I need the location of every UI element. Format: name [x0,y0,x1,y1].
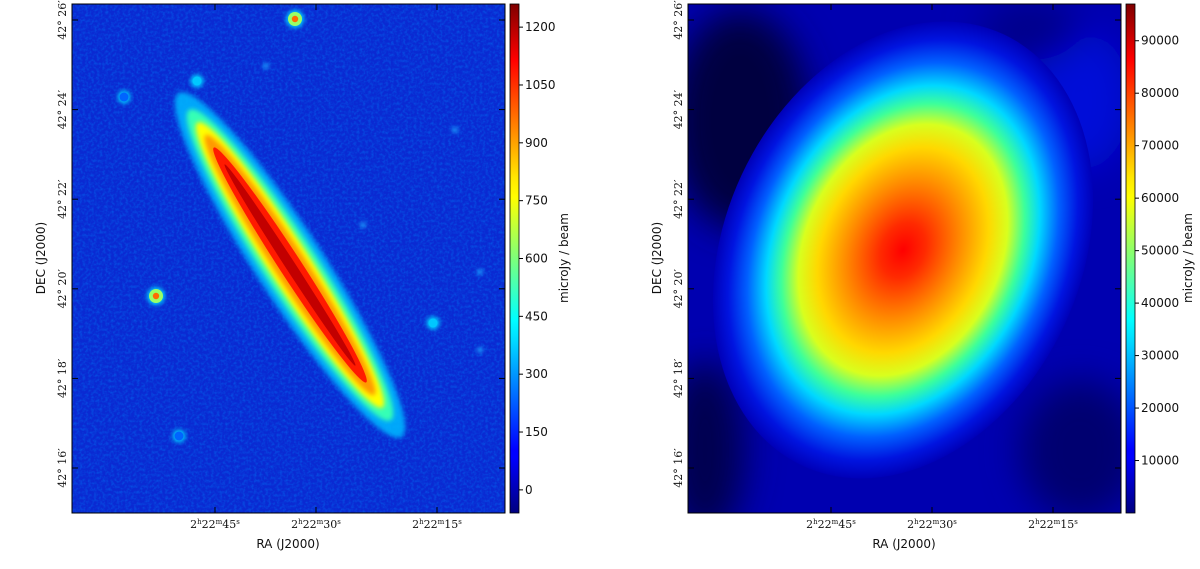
colorbar-tick-label: 900 [525,136,548,150]
extended-source [712,21,1094,479]
left-colorbar [509,3,520,514]
colorbar-tick-label: 300 [525,367,548,381]
right-axis-ticks: 2h22m45s 2h22m30s 2h22m15s 42° 16′ 42° 18′ 42… [672,0,1121,531]
right-image [688,4,1121,513]
y-tick-label: 42° 20′ [672,269,685,309]
left-panel: 2h22m45s 2h22m30s 2h22m15s 42° 16′ 42° 18′ 42… [34,0,571,551]
right-frame [687,3,1122,514]
right-x-axis-label: RA (J2000) [872,537,935,551]
y-tick-label: 42° 18′ [672,358,685,398]
faint-source [477,347,483,353]
faint-source [263,63,269,69]
left-colorbar-ticks: 0 150 300 450 600 750 900 1050 1200 [519,20,556,497]
right-colorbar-label: microJy / beam [1181,213,1195,303]
right-y-axis-label: DEC (J2000) [650,222,664,294]
point-source [174,431,184,441]
left-frame [71,3,506,514]
colorbar-tick-label: 80000 [1141,86,1179,100]
colorbar-tick-label: 30000 [1141,349,1179,363]
y-tick-label: 42° 24′ [56,89,69,129]
x-tick-label: 2h22m45s [806,518,856,531]
y-tick-label: 42° 22′ [56,179,69,219]
x-tick-label: 2h22m45s [190,518,240,531]
y-tick-label: 42° 22′ [672,179,685,219]
x-tick-label: 2h22m30s [291,518,341,531]
x-tick-label: 2h22m30s [907,518,957,531]
galaxy-disk [174,92,406,438]
colorbar-tick-label: 750 [525,194,548,208]
left-x-axis-label: RA (J2000) [256,537,319,551]
colorbar-tick-label: 90000 [1141,34,1179,48]
y-tick-label: 42° 16′ [56,448,69,488]
colorbar-tick-label: 1050 [525,78,556,92]
faint-source [477,269,483,275]
y-tick-label: 42° 24′ [672,89,685,129]
point-source [192,76,202,86]
colorbar-tick-label: 10000 [1141,454,1179,468]
x-tick-label: 2h22m15s [412,518,462,531]
y-tick-label: 42° 20′ [56,269,69,309]
y-tick-label: 42° 18′ [56,358,69,398]
point-source-core [291,15,299,23]
x-tick-label: 2h22m15s [1028,518,1078,531]
left-image [72,4,505,513]
right-colorbar-ticks: 10000 20000 30000 40000 50000 60000 70000 80000… [1135,34,1179,468]
right-panel: 2h22m45s 2h22m30s 2h22m15s 42° 16′ 42° 18′ 42… [650,0,1195,551]
colorbar-tick-label: 1200 [525,20,556,34]
y-tick-label: 42° 26′ [56,0,69,40]
point-source [428,318,438,328]
right-colorbar [1125,3,1136,514]
left-colorbar-label: microJy / beam [557,213,571,303]
left-axis-ticks: 2h22m45s 2h22m30s 2h22m15s 42° 16′ 42° 18′ 42… [56,0,505,531]
y-tick-label: 42° 16′ [672,448,685,488]
colorbar-tick-label: 40000 [1141,296,1179,310]
point-sources [117,10,483,443]
colorbar-tick-label: 60000 [1141,191,1179,205]
point-source [119,92,129,102]
faint-source [452,127,458,133]
colorbar-tick-label: 70000 [1141,139,1179,153]
colorbar-tick-label: 450 [525,309,548,323]
colorbar-tick-label: 600 [525,252,548,266]
colorbar-tick-label: 0 [525,483,533,497]
colorbar-tick-label: 50000 [1141,244,1179,258]
faint-source [360,222,366,228]
y-tick-label: 42° 26′ [672,0,685,40]
colorbar-tick-label: 20000 [1141,401,1179,415]
colorbar-tick-label: 150 [525,425,548,439]
left-y-axis-label: DEC (J2000) [34,222,48,294]
point-source-core [152,292,160,300]
